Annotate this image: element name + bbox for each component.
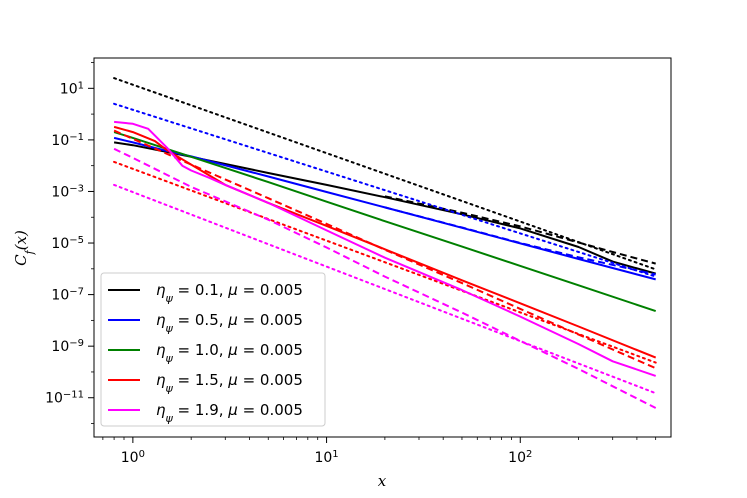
legend-eta-value: = 1.0, (173, 341, 229, 359)
legend-mu: μ (227, 311, 238, 329)
x-tick-label-exponent: 2 (526, 449, 532, 460)
legend-mu: μ (227, 341, 238, 359)
y-tick-label-exponent: −11 (63, 389, 84, 400)
y-tick-label-base: 10 (51, 133, 69, 149)
y-tick-label: 10−9 (51, 338, 84, 356)
series-5-dotted-line (113, 183, 657, 395)
x-tick-label: 101 (314, 449, 338, 467)
x-tick-label-base: 10 (508, 450, 526, 466)
series-5-solid-line (113, 120, 657, 377)
plot-frame (93, 57, 672, 438)
series-layer (113, 77, 657, 409)
y-tick-label: 10−7 (51, 286, 84, 304)
y-tick-label-base: 10 (45, 391, 63, 407)
y-tick-label-base: 10 (60, 81, 78, 97)
y-tick-label-exponent: −7 (69, 286, 84, 297)
series-2-dashed-line (384, 206, 656, 276)
legend-eta-value: = 0.1, (173, 281, 229, 299)
y-tick-label-base: 10 (51, 288, 69, 304)
y-axis-label-base: C (12, 254, 30, 266)
x-tick-label-exponent: 1 (332, 449, 338, 460)
series-4-dashed-line (113, 129, 657, 370)
y-tick-label-exponent: −1 (69, 131, 84, 142)
legend-eta-subscript: ψ (166, 292, 174, 305)
y-tick-label: 101 (60, 80, 84, 98)
legend-eta-subscript: ψ (166, 322, 174, 335)
x-tick-label-base: 10 (121, 450, 139, 466)
legend-mu-value: = 0.005 (238, 371, 303, 389)
y-axis-label: Cf(x) (12, 230, 36, 266)
y-tick-label-exponent: −5 (69, 235, 84, 246)
legend-label: ηψ = 0.1, μ = 0.005 (156, 281, 303, 305)
series-2-dotted-line (113, 102, 657, 278)
series-1-dotted-line (113, 77, 657, 271)
y-tick-label-exponent: 1 (78, 80, 84, 91)
legend-mu-value: = 0.005 (238, 401, 303, 419)
legend-eta-subscript: ψ (166, 352, 174, 365)
y-tick-label-base: 10 (51, 184, 69, 200)
series-1-dashed-line (384, 195, 656, 265)
legend-eta: η (156, 341, 166, 359)
y-tick-label: 10−1 (51, 131, 84, 149)
y-axis-label-arg: (x) (12, 230, 30, 250)
y-tick-label: 10−3 (51, 183, 84, 201)
legend-eta-value: = 1.5, (173, 371, 229, 389)
x-axis-label: x (378, 472, 387, 490)
legend-eta: η (156, 401, 166, 419)
legend-label: ηψ = 1.0, μ = 0.005 (156, 341, 303, 365)
y-axis-label-sub: f (23, 248, 36, 255)
x-axis: 100 101 102 (102, 437, 657, 467)
legend-mu: μ (227, 371, 238, 389)
y-tick-label: 10−11 (45, 389, 84, 407)
legend-mu: μ (227, 281, 238, 299)
legend-mu-value: = 0.005 (238, 311, 303, 329)
legend-mu: μ (227, 401, 238, 419)
legend-eta: η (156, 371, 166, 389)
legend-eta: η (156, 281, 166, 299)
x-tick-label-exponent: 0 (139, 449, 145, 460)
legend-label: ηψ = 1.9, μ = 0.005 (156, 401, 303, 425)
y-tick-label-exponent: −9 (69, 338, 84, 349)
x-tick-label: 102 (508, 449, 532, 467)
y-tick-label-base: 10 (51, 339, 69, 355)
legend-mu-value: = 0.005 (238, 341, 303, 359)
legend-mu-value: = 0.005 (238, 281, 303, 299)
x-tick-label-base: 10 (314, 450, 332, 466)
y-tick-label: 10−5 (51, 235, 84, 253)
legend-label: ηψ = 1.5, μ = 0.005 (156, 371, 303, 395)
legend-eta: η (156, 311, 166, 329)
y-tick-label-exponent: −3 (69, 183, 84, 194)
legend-eta-value: = 0.5, (173, 311, 229, 329)
legend-eta-subscript: ψ (166, 382, 174, 395)
legend-eta-value: = 1.9, (173, 401, 229, 419)
legend-label: ηψ = 0.5, μ = 0.005 (156, 311, 303, 335)
series-5-dashed-line (113, 147, 657, 409)
y-tick-label-base: 10 (51, 236, 69, 252)
legend-box (100, 272, 326, 427)
x-tick-label: 100 (121, 449, 145, 467)
series-4-dotted-line (113, 160, 657, 364)
legend-eta-subscript: ψ (166, 412, 174, 425)
